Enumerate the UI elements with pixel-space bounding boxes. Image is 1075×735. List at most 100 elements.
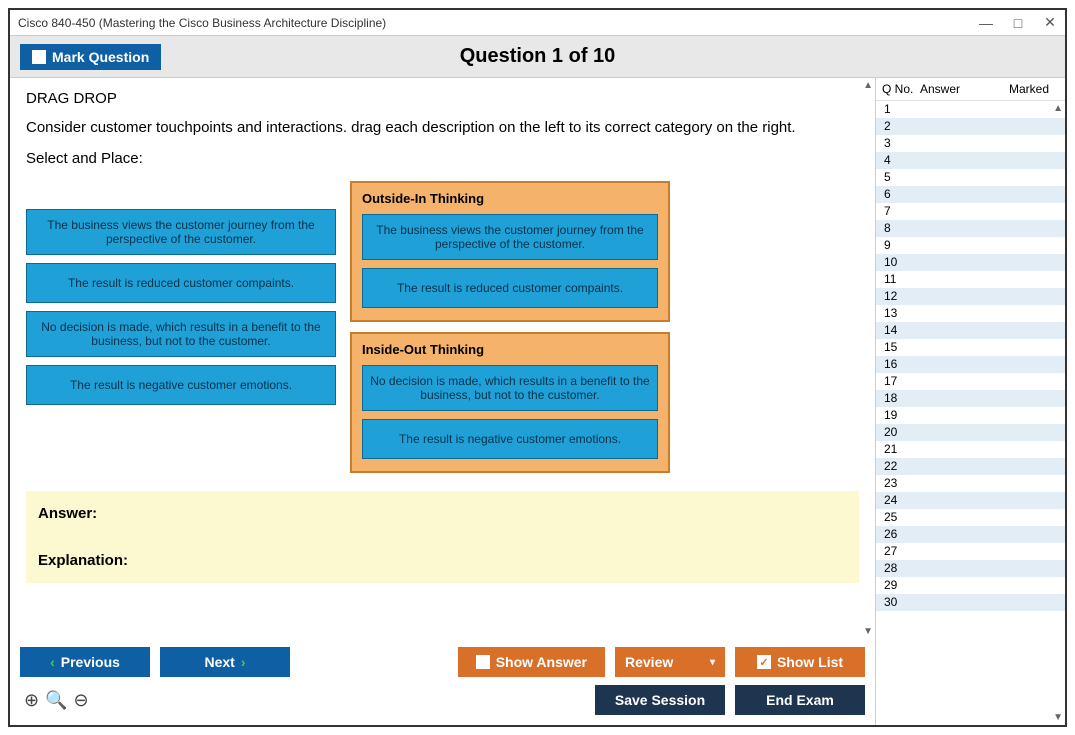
close-icon[interactable]: ✕	[1043, 16, 1057, 30]
next-button[interactable]: Next ›	[160, 647, 290, 677]
previous-label: Previous	[61, 654, 120, 670]
drop-zone-title: Outside-In Thinking	[362, 191, 658, 206]
question-list-row[interactable]: 30	[876, 594, 1065, 611]
drag-item[interactable]: The result is negative customer emotions…	[26, 365, 336, 405]
question-list-row[interactable]: 3	[876, 135, 1065, 152]
button-row-1: ‹ Previous Next › Show Answer Review ▾	[20, 647, 865, 677]
col-marked: Marked	[990, 82, 1059, 96]
previous-button[interactable]: ‹ Previous	[20, 647, 150, 677]
bottom-bar: ‹ Previous Next › Show Answer Review ▾	[10, 639, 875, 725]
question-list-row[interactable]: 21	[876, 441, 1065, 458]
app-window: Cisco 840-450 (Mastering the Cisco Busin…	[8, 8, 1067, 727]
show-list-label: Show List	[777, 654, 843, 670]
review-button[interactable]: Review ▾	[615, 647, 725, 677]
question-list-row[interactable]: 26	[876, 526, 1065, 543]
col-answer: Answer	[920, 82, 990, 96]
zoom-reset-icon[interactable]: ⊕	[24, 690, 39, 711]
question-area[interactable]: DRAG DROP Consider customer touchpoints …	[10, 78, 875, 639]
show-answer-label: Show Answer	[496, 654, 587, 670]
scroll-down-icon[interactable]: ▼	[1053, 712, 1063, 723]
window-controls: — □ ✕	[979, 16, 1057, 30]
question-list-row[interactable]: 24	[876, 492, 1065, 509]
drop-target-column: Outside-In Thinking The business views t…	[350, 181, 670, 473]
question-list-row[interactable]: 27	[876, 543, 1065, 560]
question-list-row[interactable]: 5	[876, 169, 1065, 186]
toolbar: Mark Question Question 1 of 10	[10, 36, 1065, 78]
chevron-left-icon: ‹	[50, 654, 55, 670]
save-session-button[interactable]: Save Session	[595, 685, 725, 715]
question-list-row[interactable]: 12	[876, 288, 1065, 305]
question-list[interactable]: ▲ ▼ 123456789101112131415161718192021222…	[876, 101, 1065, 725]
drag-item[interactable]: The result is reduced customer compaints…	[26, 263, 336, 303]
next-label: Next	[204, 654, 234, 670]
drag-drop-area: The business views the customer journey …	[26, 181, 859, 473]
question-list-row[interactable]: 4	[876, 152, 1065, 169]
scroll-up-icon[interactable]: ▲	[863, 80, 873, 91]
question-list-row[interactable]: 15	[876, 339, 1065, 356]
drop-zone-inside-out[interactable]: Inside-Out Thinking No decision is made,…	[350, 332, 670, 473]
question-instruction: Select and Place:	[26, 150, 859, 167]
question-list-header: Q No. Answer Marked	[876, 78, 1065, 101]
zoom-controls: ⊕ 🔍 ⊖	[20, 690, 89, 711]
drop-zone-title: Inside-Out Thinking	[362, 342, 658, 357]
maximize-icon[interactable]: □	[1011, 16, 1025, 30]
main-column: DRAG DROP Consider customer touchpoints …	[10, 78, 875, 725]
show-list-checkbox-icon: ✓	[757, 655, 771, 669]
question-list-row[interactable]: 2	[876, 118, 1065, 135]
end-exam-button[interactable]: End Exam	[735, 685, 865, 715]
question-counter: Question 1 of 10	[460, 45, 616, 68]
question-list-row[interactable]: 6	[876, 186, 1065, 203]
question-list-row[interactable]: 14	[876, 322, 1065, 339]
question-list-row[interactable]: 20	[876, 424, 1065, 441]
zoom-in-icon[interactable]: 🔍	[45, 690, 67, 711]
review-label: Review	[625, 654, 673, 670]
question-list-row[interactable]: 22	[876, 458, 1065, 475]
minimize-icon[interactable]: —	[979, 16, 993, 30]
question-list-row[interactable]: 11	[876, 271, 1065, 288]
show-answer-checkbox-icon	[476, 655, 490, 669]
question-list-row[interactable]: 8	[876, 220, 1065, 237]
question-list-row[interactable]: 10	[876, 254, 1065, 271]
drag-item[interactable]: No decision is made, which results in a …	[26, 311, 336, 357]
show-list-button[interactable]: ✓ Show List	[735, 647, 865, 677]
dropped-item[interactable]: The result is reduced customer compaints…	[362, 268, 658, 308]
question-list-row[interactable]: 28	[876, 560, 1065, 577]
question-list-row[interactable]: 1	[876, 101, 1065, 118]
question-list-row[interactable]: 18	[876, 390, 1065, 407]
mark-question-button[interactable]: Mark Question	[20, 44, 161, 70]
question-list-row[interactable]: 16	[876, 356, 1065, 373]
mark-checkbox-icon	[32, 50, 46, 64]
chevron-right-icon: ›	[241, 654, 246, 670]
dropped-item[interactable]: No decision is made, which results in a …	[362, 365, 658, 411]
drag-item[interactable]: The business views the customer journey …	[26, 209, 336, 255]
question-list-row[interactable]: 23	[876, 475, 1065, 492]
chevron-down-icon: ▾	[710, 657, 715, 668]
question-list-row[interactable]: 7	[876, 203, 1065, 220]
show-answer-button[interactable]: Show Answer	[458, 647, 605, 677]
answer-panel: Answer: Explanation:	[26, 491, 859, 583]
drag-source-column: The business views the customer journey …	[26, 181, 336, 473]
question-prompt: Consider customer touchpoints and intera…	[26, 119, 859, 136]
titlebar: Cisco 840-450 (Mastering the Cisco Busin…	[10, 10, 1065, 36]
scroll-up-icon[interactable]: ▲	[1053, 103, 1063, 114]
zoom-out-icon[interactable]: ⊖	[74, 690, 89, 711]
scroll-down-icon[interactable]: ▼	[863, 626, 873, 637]
answer-label: Answer:	[38, 505, 847, 522]
question-list-row[interactable]: 9	[876, 237, 1065, 254]
dropped-item[interactable]: The result is negative customer emotions…	[362, 419, 658, 459]
question-type-heading: DRAG DROP	[26, 90, 859, 107]
question-list-row[interactable]: 17	[876, 373, 1065, 390]
col-qno: Q No.	[882, 82, 920, 96]
question-list-row[interactable]: 19	[876, 407, 1065, 424]
drop-zone-outside-in[interactable]: Outside-In Thinking The business views t…	[350, 181, 670, 322]
window-title: Cisco 840-450 (Mastering the Cisco Busin…	[18, 16, 386, 30]
end-exam-label: End Exam	[766, 692, 834, 708]
question-list-row[interactable]: 13	[876, 305, 1065, 322]
question-list-row[interactable]: 29	[876, 577, 1065, 594]
question-list-row[interactable]: 25	[876, 509, 1065, 526]
button-row-2: ⊕ 🔍 ⊖ Save Session End Exam	[20, 685, 865, 715]
dropped-item[interactable]: The business views the customer journey …	[362, 214, 658, 260]
body: DRAG DROP Consider customer touchpoints …	[10, 78, 1065, 725]
question-list-panel: Q No. Answer Marked ▲ ▼ 1234567891011121…	[875, 78, 1065, 725]
mark-question-label: Mark Question	[52, 49, 149, 65]
